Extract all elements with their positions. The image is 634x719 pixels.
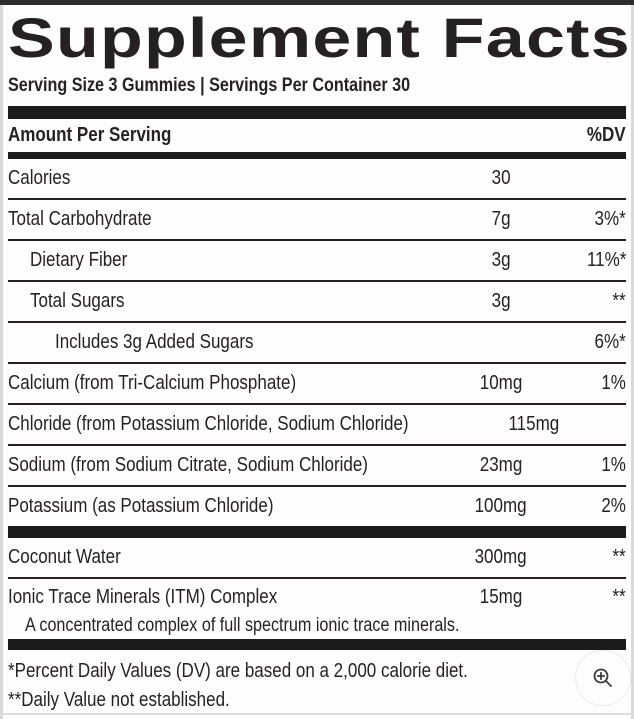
table-row-chloride: Chloride (from Potassium Chloride, Sodiu…: [8, 405, 626, 446]
table-header-row: Amount Per Serving %DV: [8, 119, 626, 152]
divider-bar-bottom: [8, 639, 626, 650]
nutrient-amount: 3g: [491, 249, 511, 271]
nutrient-name: Potassium (as Potassium Chloride): [8, 495, 274, 517]
table-row-sodium: Sodium (from Sodium Citrate, Sodium Chlo…: [8, 446, 626, 487]
serving-info: Serving Size 3 Gummies | Servings Per Co…: [8, 75, 411, 96]
divider-bar-middle: [8, 526, 626, 538]
nutrient-dv: 2%: [601, 495, 626, 517]
bottom-divider: [0, 713, 634, 715]
nutrient-name: Includes 3g Added Sugars: [55, 331, 254, 353]
nutrient-name: Calories: [8, 167, 71, 189]
table-row-calories: Calories 30: [8, 159, 626, 200]
dv-header: %DV: [587, 124, 626, 146]
label-title: Supplement Facts: [8, 7, 630, 69]
nutrient-amount: 3g: [491, 290, 511, 312]
nutrient-amount: 115mg: [508, 413, 560, 435]
nutrient-name: Sodium (from Sodium Citrate, Sodium Chlo…: [8, 454, 368, 476]
nutrient-amount: 23mg: [479, 454, 523, 476]
table-row-itm-complex: Ionic Trace Minerals (ITM) Complex 15mg …: [8, 579, 626, 639]
footnote-dv-not-established: **Daily Value not established.: [8, 689, 230, 711]
zoom-in-button[interactable]: [575, 650, 631, 706]
amount-per-serving-header: Amount Per Serving: [8, 124, 172, 146]
left-edge: [0, 5, 3, 719]
table-row-added-sugars: Includes 3g Added Sugars 6%*: [8, 323, 626, 364]
footnote-percent-dv: *Percent Daily Values (DV) are based on …: [8, 660, 468, 682]
table-row-dietary-fiber: Dietary Fiber 3g 11%*: [8, 241, 626, 282]
nutrient-amount: 7g: [491, 208, 511, 230]
nutrient-name: Ionic Trace Minerals (ITM) Complex: [8, 586, 278, 608]
nutrient-name: Coconut Water: [8, 546, 121, 568]
nutrient-dv: **: [612, 546, 626, 568]
nutrient-name: Dietary Fiber: [30, 249, 128, 271]
nutrient-dv: 1%: [601, 372, 626, 394]
top-edge-strip: [0, 0, 634, 5]
nutrient-dv: 1%: [601, 454, 626, 476]
table-row-total-sugars: Total Sugars 3g **: [8, 282, 626, 323]
nutrient-name: Calcium (from Tri-Calcium Phosphate): [8, 372, 297, 394]
table-row-coconut-water: Coconut Water 300mg **: [8, 538, 626, 579]
nutrient-amount: 300mg: [475, 546, 527, 568]
divider-bar-header: [8, 152, 626, 159]
nutrient-amount: 100mg: [475, 495, 527, 517]
zoom-in-icon: [591, 666, 615, 690]
nutrient-name: Total Sugars: [30, 290, 125, 312]
nutrient-dv: **: [612, 586, 626, 608]
table-row-calcium: Calcium (from Tri-Calcium Phosphate) 10m…: [8, 364, 626, 405]
nutrient-dv: **: [612, 290, 626, 312]
nutrient-amount: 15mg: [479, 586, 523, 608]
nutrient-dv: 6%*: [594, 331, 626, 353]
nutrient-name: Total Carbohydrate: [8, 208, 152, 230]
table-row-total-carbohydrate: Total Carbohydrate 7g 3%*: [8, 200, 626, 241]
table-row-potassium: Potassium (as Potassium Chloride) 100mg …: [8, 487, 626, 526]
supplement-facts-label: Supplement Facts Serving Size 3 Gummies …: [8, 5, 630, 715]
nutrient-name: Chloride (from Potassium Chloride, Sodiu…: [8, 413, 409, 435]
divider-bar-top: [8, 106, 626, 119]
nutrient-dv: 11%*: [586, 249, 626, 271]
itm-description: A concentrated complex of full spectrum …: [25, 615, 460, 636]
right-edge: [631, 5, 634, 719]
nutrient-dv: 3%*: [594, 208, 626, 230]
nutrient-amount: 30: [491, 167, 511, 189]
nutrient-amount: 10mg: [479, 372, 523, 394]
label-title-text: Supplement Facts: [8, 6, 631, 69]
footnotes: *Percent Daily Values (DV) are based on …: [8, 650, 626, 715]
